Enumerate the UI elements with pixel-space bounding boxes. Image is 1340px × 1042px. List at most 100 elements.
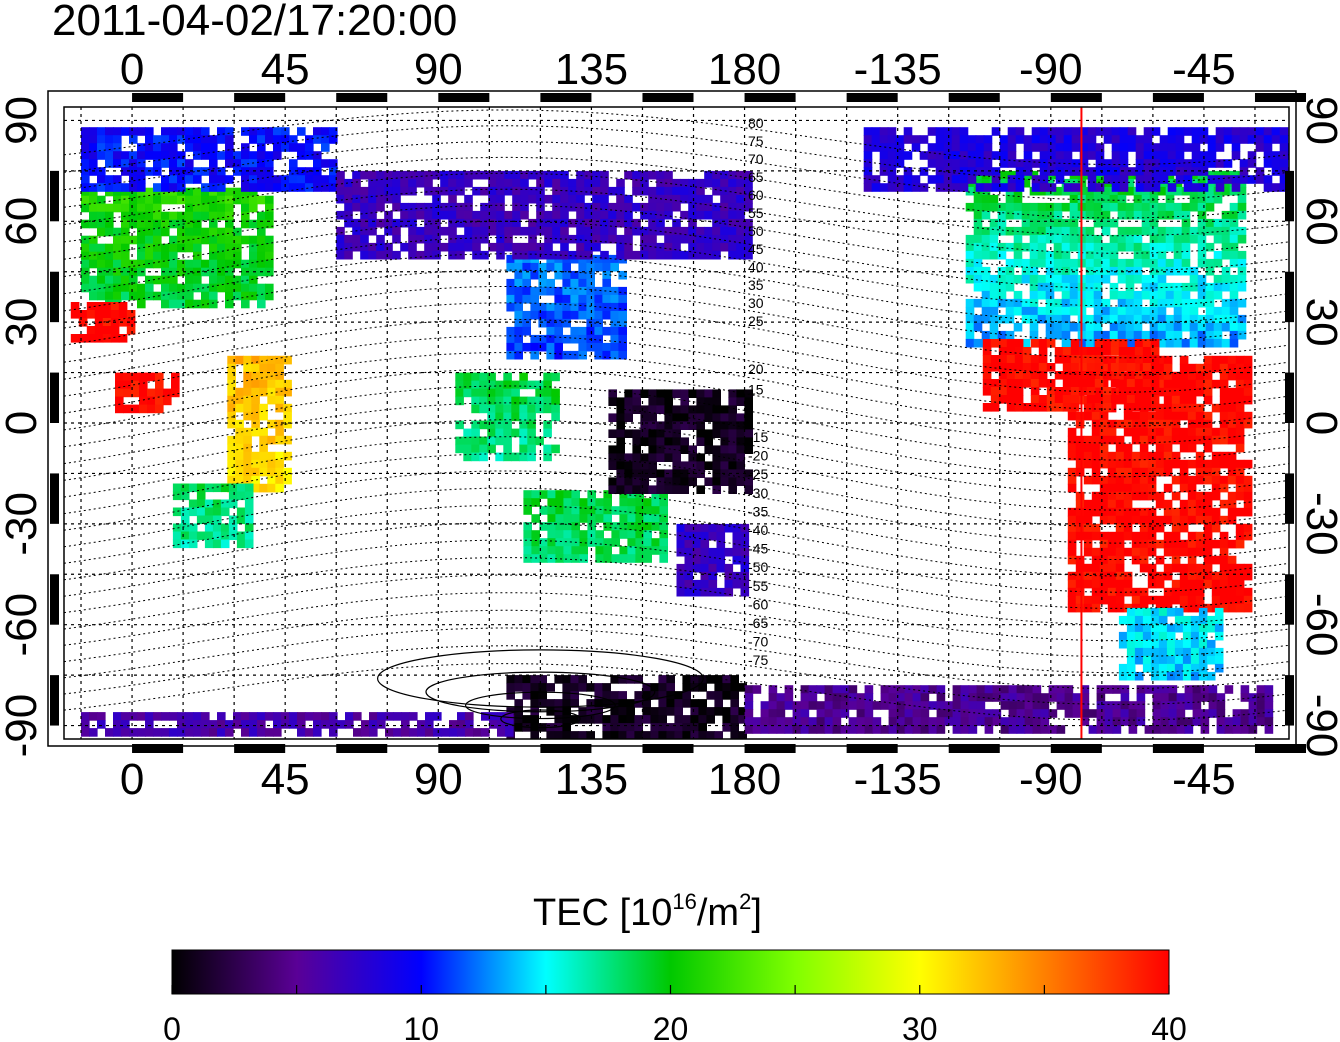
colorbar-ticks: 0 10 20 30 40 [163, 985, 1187, 1042]
frame-tick-bar [1050, 744, 1102, 753]
polar-contour [500, 709, 581, 729]
lon-tick-label-bottom: 0 [120, 755, 144, 804]
polar-contour [464, 691, 616, 720]
lon-tick-label-top: 135 [555, 45, 628, 94]
frame-tick-bar [846, 93, 898, 102]
lon-tick-label-bottom: -90 [1019, 755, 1083, 804]
contour-label: -15 [748, 429, 768, 445]
contour-label: 75 [748, 133, 764, 149]
tec-region-new-zealand [676, 523, 750, 597]
frame-tick-bar [540, 744, 592, 753]
contour-line [64, 286, 1289, 359]
tec-region-arctic-eurasia [81, 127, 338, 192]
colorbar-title-suffix: ] [751, 892, 762, 934]
contour-label: -30 [748, 485, 768, 501]
lat-tick-label-left: 60 [0, 197, 46, 246]
lon-tick-label-top: -135 [854, 45, 942, 94]
lat-tick-label-right: -30 [1297, 492, 1340, 556]
contour-line [64, 141, 1289, 201]
lat-tick-label-left: -30 [0, 492, 46, 556]
tec-cells [70, 127, 1289, 739]
frame-tick-bar [50, 473, 59, 524]
lon-tick-label-bottom: -45 [1172, 755, 1236, 804]
colorbar-tick-label: 40 [1151, 1011, 1187, 1042]
frame-tick-bar [438, 93, 490, 102]
frame-tick-bar [50, 170, 59, 222]
frame-tick-bar [1285, 170, 1294, 222]
lat-tick-label-right: 90 [1297, 96, 1340, 145]
contour-label: -70 [748, 634, 768, 650]
contour-line [64, 385, 1289, 461]
frame-tick-bar [744, 93, 796, 102]
colorbar-title-prefix: TEC [10 [533, 892, 673, 934]
lat-tick-label-left: -90 [0, 694, 46, 758]
colorbar-tick-label: 0 [163, 1011, 181, 1042]
tec-region-russia [336, 170, 753, 260]
contour-line [64, 269, 1289, 342]
frame-tick-bar [438, 744, 490, 753]
frame-tick-bar [50, 372, 59, 423]
contour-label: -40 [748, 522, 768, 538]
lon-tick-label-top: 180 [708, 45, 781, 94]
contour-label: 65 [748, 169, 764, 185]
contour-line [64, 609, 1289, 674]
colorbar-title-exponent: 16 [672, 889, 697, 914]
contour-label: -35 [748, 503, 768, 519]
tec-region-europe [81, 187, 274, 309]
colorbar-title-exponent2: 2 [739, 889, 752, 914]
tec-region-east-africa [227, 355, 292, 493]
contour-label: 25 [748, 313, 764, 329]
contour-line [64, 188, 1289, 254]
frame-tick-bar [234, 744, 286, 753]
contour-label: 55 [748, 205, 764, 221]
contour-label: -75 [748, 652, 768, 668]
lat-tick-label-right: -90 [1297, 694, 1340, 758]
contour-line [64, 557, 1289, 626]
contour-label: -45 [748, 541, 768, 557]
contour-line [64, 237, 1289, 307]
frame-tick-bar [50, 675, 59, 726]
contour-label: 80 [748, 115, 764, 131]
frame-tick-bar [846, 744, 898, 753]
contour-line [64, 156, 1289, 219]
frame-tick-bar [948, 93, 1000, 102]
colorbar-tick-label: 20 [653, 1011, 689, 1042]
gridlines [64, 107, 1289, 739]
contour-line [64, 220, 1289, 289]
lon-tick-label-top: -90 [1019, 45, 1083, 94]
frame-tick-bar [1254, 93, 1307, 102]
frame-tick-bar [642, 744, 694, 753]
frame-tick-bar [540, 93, 592, 102]
tec-region-central-america [982, 339, 1160, 412]
contour-label: -65 [748, 615, 768, 631]
frame-tick-bar [1152, 744, 1204, 753]
contour-label: 30 [748, 295, 764, 311]
frame-tick-bar [1050, 93, 1102, 102]
contour-line [64, 172, 1289, 237]
contour-line [64, 204, 1289, 272]
contour-line [64, 487, 1289, 560]
frame-tick-bar [1285, 372, 1294, 423]
lon-tick-label-bottom: 135 [555, 755, 628, 804]
tec-region-pacific-west [608, 389, 753, 494]
contour-line [64, 470, 1289, 544]
tec-region-west-africa [115, 372, 180, 414]
colorbar-tick-label: 10 [403, 1011, 439, 1042]
contour-label: -55 [748, 578, 768, 594]
colorbar-gradient [171, 949, 1170, 995]
lat-tick-label-right: 30 [1297, 298, 1340, 347]
contour-line [64, 318, 1289, 393]
frame-tick-bar [132, 744, 184, 753]
frame-tick-bar [50, 574, 59, 625]
contour-label: 45 [748, 241, 764, 257]
lon-tick-label-top: 0 [120, 45, 144, 94]
contour-line [64, 352, 1289, 427]
contour-label: 20 [748, 361, 764, 377]
lat-tick-label-left: -60 [0, 593, 46, 657]
tec-map: 80 75 70 65 60 55 50 45 40 35 30 25 20 15 -15 -20 -25 -30… [0, 45, 1340, 804]
contour-line [64, 645, 1289, 705]
tec-region-arctic-america [863, 127, 1289, 192]
lon-tick-label-bottom: 90 [414, 755, 463, 804]
contour-label: 35 [748, 277, 764, 293]
frame-tick-bar [336, 744, 388, 753]
